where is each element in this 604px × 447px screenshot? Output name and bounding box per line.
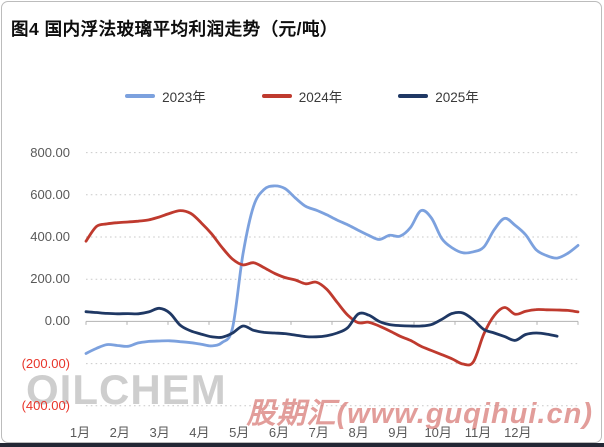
legend-swatch-2023年: [125, 94, 156, 98]
legend-swatch-2025年: [398, 94, 429, 98]
legend-label-2024年: 2024年: [298, 90, 343, 105]
bottom-edge-bar: [0, 443, 604, 447]
watermark-oilchem-logo: OILCHEM: [26, 366, 227, 413]
watermark-site-text: 股期汇(www.guqihui.cn): [246, 398, 593, 430]
series-line-2024年: [84, 209, 580, 367]
chart-title: 图4 国内浮法玻璃平均利润走势（元/吨）: [11, 19, 338, 39]
legend-label-2023年: 2023年: [162, 90, 206, 105]
legend-item-2025年: 2025年: [398, 86, 479, 106]
legend-swatch-2024年: [261, 94, 292, 98]
series-line-2023年: [84, 184, 580, 355]
legend-item-2024年: 2024年: [261, 86, 343, 106]
legend-item-2023年: 2023年: [125, 86, 206, 106]
series-line-2025年: [84, 306, 559, 342]
legend: 2023年 2024年 2025年: [0, 86, 604, 106]
legend-label-2025年: 2025年: [435, 90, 479, 105]
